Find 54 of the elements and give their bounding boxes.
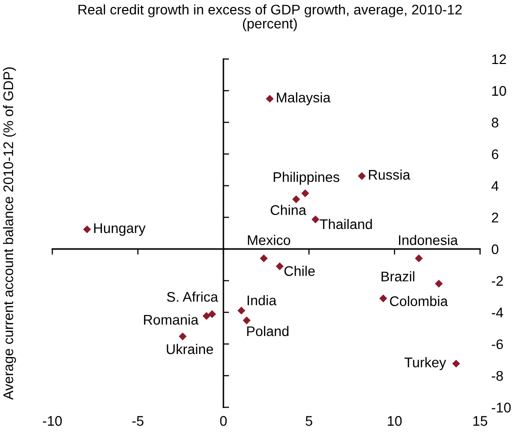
point xyxy=(292,195,300,204)
annotation: Romania xyxy=(144,314,198,325)
annotation: Chile xyxy=(284,266,315,276)
point xyxy=(237,306,246,315)
annotation: Malaysia xyxy=(276,92,331,106)
point xyxy=(414,254,423,262)
annotation: India xyxy=(248,295,276,306)
y-tick-label: 6 xyxy=(492,149,498,160)
point xyxy=(202,312,210,320)
y-tick-label: 12 xyxy=(492,54,506,64)
point xyxy=(178,332,187,340)
x-tick-label: 10 xyxy=(388,416,402,426)
y-tick-label: 0 xyxy=(492,244,498,254)
x-tick-label: -5 xyxy=(132,416,144,426)
y-tick-label: -2 xyxy=(492,276,503,286)
x-tick-label: -10 xyxy=(42,416,62,426)
annotation: Turkey xyxy=(404,357,446,370)
annotation: Ukraine xyxy=(166,344,214,354)
point xyxy=(301,189,310,198)
point xyxy=(312,215,320,224)
annotation: Hungary xyxy=(94,223,146,236)
annotation: S. Africa xyxy=(167,292,218,302)
annotation: China xyxy=(270,204,306,216)
y-tick-label: -10 xyxy=(492,402,511,412)
point xyxy=(260,254,268,262)
x-tick-label: 5 xyxy=(306,416,312,426)
annotation: Philippines xyxy=(274,172,340,185)
x-tick-label: 0 xyxy=(220,416,227,426)
annotation: Indonesia xyxy=(398,234,458,246)
annotation: Russia xyxy=(368,170,410,180)
y-tick-label: 8 xyxy=(492,118,498,128)
annotation: Poland xyxy=(247,326,288,336)
point xyxy=(242,316,251,324)
point xyxy=(266,94,274,103)
annotation: Thailand xyxy=(320,218,372,230)
y-tick-label: 4 xyxy=(492,181,499,191)
annotation: Colombia xyxy=(390,296,448,306)
y-tick-label: -8 xyxy=(492,370,503,381)
y-axis-title: Average current account balance 2010-12 (% of GDP) xyxy=(3,67,16,400)
point xyxy=(83,225,91,234)
y-tick-label: 10 xyxy=(492,86,506,96)
point xyxy=(276,262,284,270)
y-tick-label: -4 xyxy=(492,308,504,318)
point xyxy=(452,360,460,368)
annotation: Brazil xyxy=(382,271,414,282)
x-tick-label: 15 xyxy=(473,416,488,426)
point xyxy=(379,294,388,302)
point xyxy=(358,172,366,180)
y-tick-label: 2 xyxy=(492,212,498,222)
chart-title: Real credit growth in excess of GDP growth, average, 2010-12 (percent) xyxy=(78,4,462,32)
point xyxy=(208,310,216,318)
annotation: Mexico xyxy=(248,234,290,246)
y-tick-label: -6 xyxy=(492,339,503,350)
point xyxy=(434,280,443,288)
